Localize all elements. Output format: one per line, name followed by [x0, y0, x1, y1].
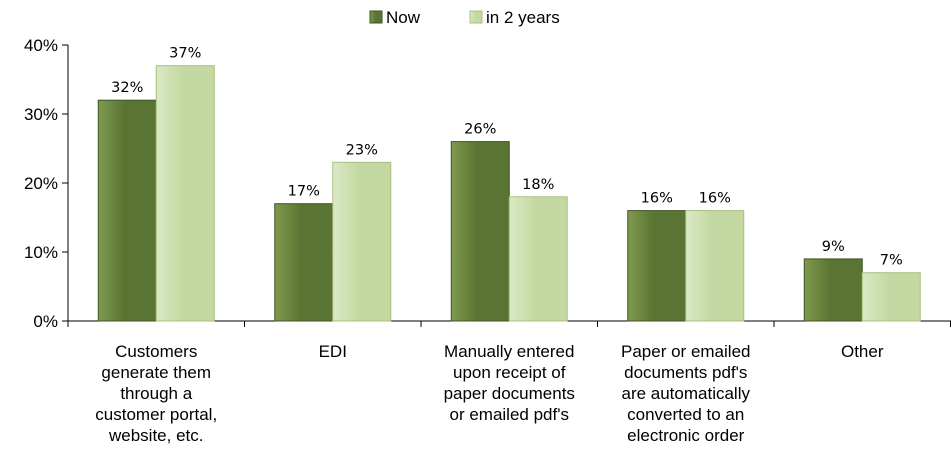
bar-now	[627, 210, 687, 322]
y-tick-label: 0%	[33, 312, 58, 331]
x-category-label: Customers generate them through a customer …	[95, 342, 217, 445]
bar-in-2-years	[155, 65, 215, 322]
x-category-label: Manually entered upon receipt of paper doc…	[444, 342, 575, 424]
legend-swatch	[369, 10, 383, 24]
x-category-label: EDI	[319, 342, 347, 361]
bar-in-2-years	[332, 161, 392, 322]
data-label: 9%	[822, 239, 845, 255]
data-label: 23%	[346, 142, 378, 158]
y-tick-label: 20%	[24, 174, 58, 193]
legend-label: Now	[386, 8, 421, 27]
legend: Now in 2 years	[369, 8, 560, 27]
x-category-label: Other	[841, 342, 884, 361]
data-label: 16%	[699, 191, 731, 207]
y-tick-label: 40%	[24, 36, 58, 55]
bar-in-2-years	[861, 272, 921, 322]
data-label: 26%	[464, 122, 496, 138]
x-category-label: Paper or emailed documents pdf's are autom…	[621, 342, 750, 445]
y-tick-label: 30%	[24, 105, 58, 124]
bars	[97, 65, 921, 322]
bar-now	[97, 99, 157, 322]
y-axis: 0% 10% 20% 30% 40%	[24, 36, 69, 331]
data-label: 7%	[880, 253, 903, 269]
data-label: 37%	[169, 46, 201, 62]
bar-now	[274, 203, 334, 322]
y-tick-label: 10%	[24, 243, 58, 262]
bar-now	[803, 258, 863, 322]
data-label: 32%	[111, 80, 143, 96]
data-labels: 32% 17% 26% 16% 9% 37% 23% 18% 16% 7%	[111, 46, 903, 269]
data-label: 17%	[288, 184, 320, 200]
legend-label: in 2 years	[486, 8, 560, 27]
bar-in-2-years	[685, 210, 745, 322]
bar-now	[450, 141, 510, 322]
legend-swatch	[469, 10, 483, 24]
data-label: 18%	[522, 177, 554, 193]
data-label: 16%	[641, 191, 673, 207]
bar-in-2-years	[508, 196, 568, 322]
x-axis: Customers generate them through a customer …	[67, 320, 951, 445]
